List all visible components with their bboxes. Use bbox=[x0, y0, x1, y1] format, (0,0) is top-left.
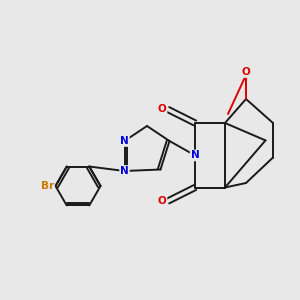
Text: N: N bbox=[190, 150, 200, 161]
Text: O: O bbox=[158, 104, 167, 115]
Text: O: O bbox=[158, 196, 167, 206]
Text: O: O bbox=[242, 67, 250, 77]
Text: N: N bbox=[120, 136, 129, 146]
Text: Br: Br bbox=[41, 181, 54, 191]
Text: N: N bbox=[120, 166, 129, 176]
